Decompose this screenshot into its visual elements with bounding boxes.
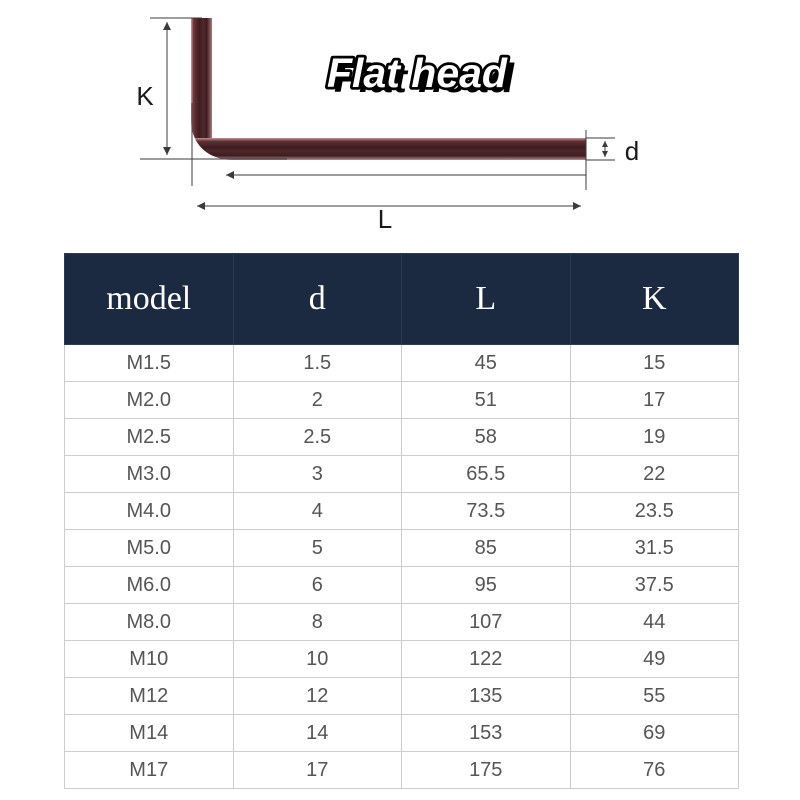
- svg-text:K: K: [136, 81, 154, 111]
- svg-text:L: L: [378, 204, 392, 234]
- svg-text:d: d: [625, 136, 639, 166]
- svg-text:Flat head: Flat head: [327, 50, 508, 96]
